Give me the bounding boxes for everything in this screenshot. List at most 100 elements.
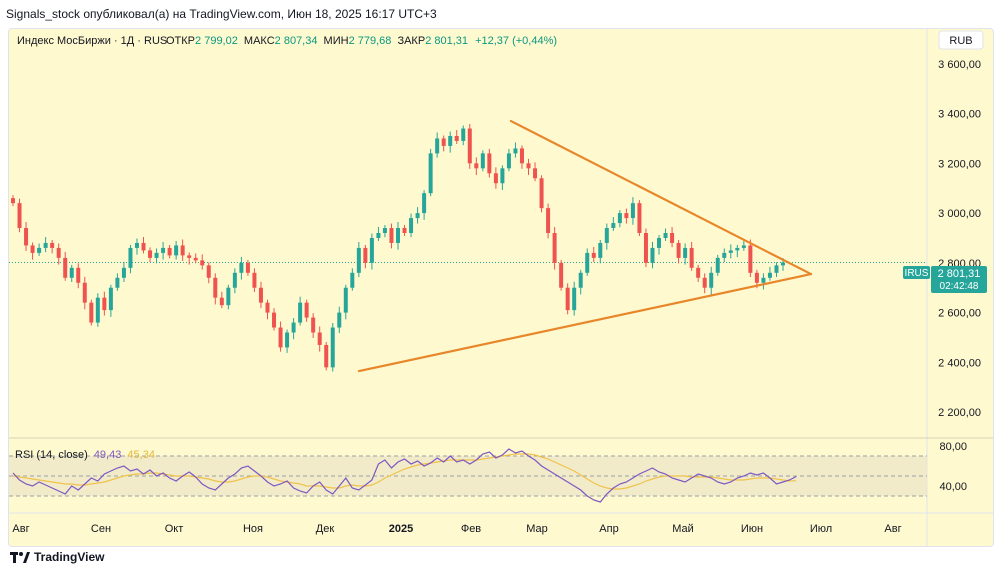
- rsi-value-1: 49,43: [94, 449, 122, 461]
- footer[interactable]: TradingView: [10, 550, 104, 564]
- rsi-lines-group: [12, 448, 797, 503]
- legend-ohlc: ОТКР2 799,02 МАКС2 807,34 МИН2 779,68 ЗА…: [166, 35, 557, 47]
- candle-body: [108, 287, 113, 311]
- instrument-label[interactable]: Индекс МосБиржи · 1Д · RUS: [17, 35, 167, 47]
- candle-body: [350, 272, 355, 288]
- candle-body: [722, 252, 727, 258]
- open-value: 2 799,02: [195, 35, 238, 47]
- candle-body: [206, 265, 211, 278]
- candle-body: [748, 245, 753, 273]
- candle-body: [709, 272, 714, 288]
- candle-body: [761, 277, 766, 283]
- time-axis: Авг Сен Окт Ноя Дек 2025 Фев Мар Апр Май Июн Июл Авг: [12, 523, 901, 535]
- footer-brand: TradingView: [34, 550, 105, 564]
- candle-body: [604, 228, 609, 243]
- candle-body: [30, 245, 35, 253]
- candle-body: [572, 287, 577, 311]
- candle-body: [670, 233, 675, 243]
- candle-body: [696, 267, 701, 278]
- candle-body: [396, 228, 400, 243]
- price-tick-label: 3 600,00: [938, 59, 981, 71]
- candle-body: [43, 242, 48, 248]
- candle-body: [480, 153, 485, 169]
- candle-body: [552, 233, 557, 263]
- rsi-legend: RSI (14, close) 49,43 45,34: [15, 449, 155, 461]
- candle-body: [76, 267, 81, 283]
- candle-body: [298, 302, 303, 323]
- candle-body: [121, 267, 126, 278]
- candle-body: [11, 198, 15, 204]
- candle-body: [585, 252, 590, 273]
- low-value: 2 779,68: [349, 35, 392, 47]
- currency-button[interactable]: [938, 30, 984, 50]
- candle-body: [428, 153, 433, 194]
- candle-body: [559, 262, 564, 288]
- candle-body: [519, 148, 524, 164]
- candle-body: [513, 148, 518, 154]
- rsi-tick-label: 80,00: [939, 441, 967, 453]
- time-tick-label: Май: [672, 523, 694, 535]
- candle-body: [317, 332, 322, 345]
- candle-body: [258, 287, 263, 303]
- trendlines-group[interactable]: [357, 119, 813, 373]
- candle-body: [643, 233, 648, 263]
- rsi-band-group: [9, 455, 927, 497]
- candle-body: [187, 255, 192, 258]
- low-label: МИН: [324, 35, 349, 47]
- currency-button-label: RUB: [949, 35, 972, 47]
- open-label: ОТКР: [166, 35, 195, 47]
- candle-body: [324, 344, 329, 368]
- candle-body: [500, 168, 505, 184]
- price-tick-label: 3 200,00: [938, 158, 981, 170]
- close-label: ЗАКР: [397, 35, 425, 47]
- candle-body: [252, 272, 257, 288]
- candle-body: [63, 257, 68, 278]
- chart-container[interactable]: 3 600,00 3 400,00 3 200,00 3 000,00 2 800,00…: [8, 28, 994, 547]
- price-tick-label: 3 000,00: [938, 208, 981, 220]
- candle-body: [630, 203, 635, 219]
- time-tick-label: Июн: [741, 523, 763, 535]
- candle-body: [493, 173, 498, 184]
- price-axis: 3 600,003 400,003 200,003 000,002 800,00…: [938, 59, 981, 419]
- candle-body: [754, 272, 759, 283]
- candle-body: [676, 242, 681, 258]
- time-tick-label: Апр: [599, 523, 618, 535]
- candle-body: [69, 267, 74, 278]
- candle-body: [565, 287, 570, 311]
- candle-body: [474, 163, 479, 169]
- tradingview-logo-icon: [10, 552, 30, 563]
- candle-body: [715, 257, 720, 273]
- candle-body: [56, 247, 61, 258]
- price-chart[interactable]: 3 600,003 400,003 200,003 000,002 800,00…: [9, 29, 993, 546]
- candle-body: [435, 138, 440, 154]
- candle-body: [356, 247, 361, 273]
- candle-body: [17, 203, 22, 229]
- candle-body: [441, 138, 446, 146]
- candle-body: [369, 237, 374, 263]
- price-tick-label: 2 400,00: [938, 357, 981, 369]
- candle-body: [213, 277, 218, 298]
- candle-body: [219, 297, 224, 306]
- candle-body: [637, 203, 642, 233]
- trendline-upper[interactable]: [509, 119, 813, 276]
- candle-body: [141, 242, 146, 251]
- candle-body: [200, 260, 205, 266]
- candle-body: [24, 228, 29, 246]
- candle-body: [506, 153, 511, 169]
- candle-body: [174, 245, 179, 256]
- candle-body: [265, 302, 270, 313]
- candle-body: [402, 228, 407, 233]
- candle-body: [624, 213, 629, 219]
- candle-body: [598, 242, 603, 258]
- candle-body: [546, 208, 551, 233]
- time-tick-label: Ноя: [243, 523, 263, 535]
- change-value: +12,37 (+0,44%): [475, 35, 557, 47]
- candle-body: [526, 163, 531, 169]
- close-value: 2 801,31: [425, 35, 468, 47]
- candle-body: [154, 252, 159, 258]
- candle-body: [115, 277, 120, 288]
- candle-body: [422, 193, 427, 214]
- candle-body: [578, 272, 583, 288]
- price-tick-label: 3 400,00: [938, 109, 981, 121]
- trendline-lower[interactable]: [357, 272, 813, 373]
